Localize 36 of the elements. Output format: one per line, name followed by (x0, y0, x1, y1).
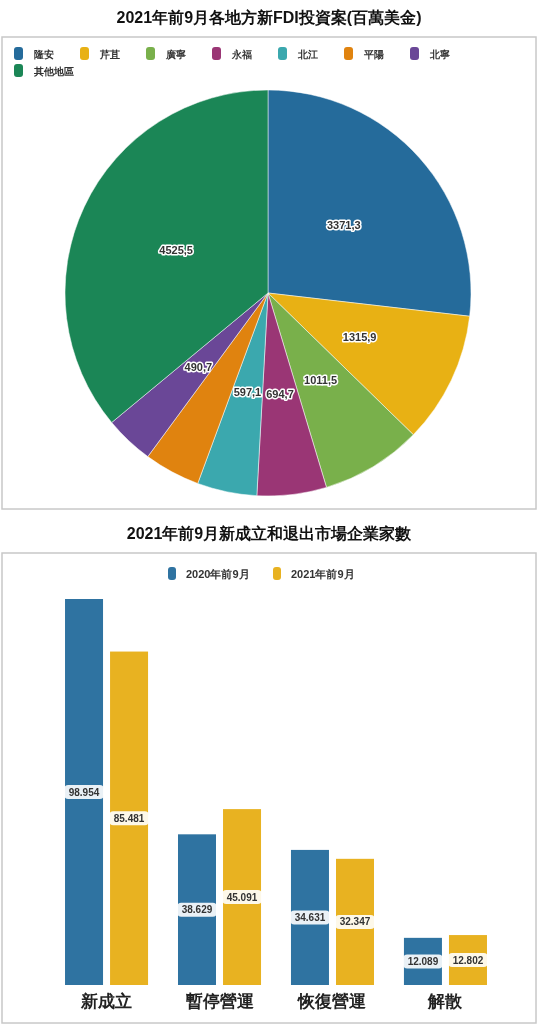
x-tick-label: 恢復營運 (297, 992, 367, 1011)
data-label: 38.629 (181, 904, 213, 916)
legend-label: 2021年前9月 (291, 568, 355, 580)
legend-label: 2020年前9月 (186, 568, 250, 580)
x-tick-label: 新成立 (80, 992, 133, 1011)
data-label: 12.089 (407, 955, 439, 967)
legend-label: 北江 (297, 49, 318, 60)
legend-label: 永福 (231, 49, 252, 60)
data-label: 694,7 (266, 387, 294, 400)
bar (223, 809, 262, 985)
data-label: 85.481 (113, 812, 145, 824)
legend-label: 北寧 (429, 49, 450, 60)
x-tick-label: 暫停營運 (185, 992, 254, 1011)
x-tick-label: 解散 (427, 992, 464, 1011)
bar (290, 849, 329, 985)
data-label: 3371,3 (326, 219, 361, 232)
legend-label: 隆安 (34, 49, 54, 60)
data-label: 4525,5 (159, 243, 193, 256)
bar (110, 651, 149, 985)
data-label: 12.802 (452, 954, 484, 966)
chart-title: 2021年前9月新成立和退出市場企業家數 (126, 524, 413, 542)
bar (178, 834, 216, 985)
data-label: 98.954 (68, 786, 100, 798)
data-label: 45.091 (226, 891, 258, 903)
bar (65, 599, 104, 985)
legend-label: 芹苴 (99, 49, 120, 60)
data-label: 1011,5 (304, 373, 338, 386)
data-label: 490,7 (184, 360, 213, 373)
data-label: 597,1 (233, 386, 262, 399)
chart-title: 2021年前9月各地方新FDI投資案(百萬美金) (116, 8, 422, 27)
data-label: 1315,9 (342, 330, 377, 343)
legend-label: 廣寧 (165, 49, 186, 60)
data-label: 34.631 (294, 911, 326, 923)
data-label: 32.347 (339, 916, 371, 928)
legend-label: 平陽 (363, 49, 384, 60)
legend-label: 其他地區 (33, 66, 74, 77)
